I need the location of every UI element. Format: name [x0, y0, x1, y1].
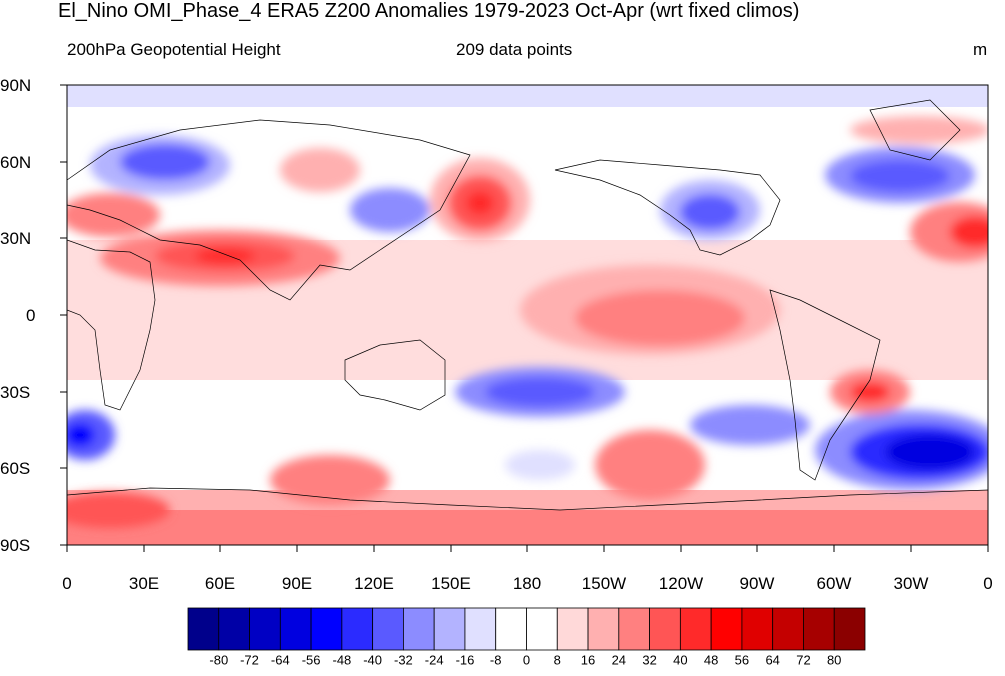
- lon-label-30e: 30E: [128, 574, 160, 593]
- colorbar-swatch: [679, 607, 712, 651]
- colorbar-swatch: [279, 607, 312, 651]
- colorbar-swatch: [249, 607, 281, 651]
- lon-label-120e: 120E: [354, 574, 394, 593]
- subtitle-center: 209 data points: [456, 40, 573, 59]
- figure-title: El_Nino OMI_Phase_4 ERA5 Z200 Anomalies …: [58, 0, 800, 22]
- lat-label-60n: 60N: [0, 153, 32, 172]
- lon-label-90w: 90W: [739, 574, 775, 593]
- colorbar-swatch: [495, 607, 527, 651]
- lon-label-150w: 150W: [581, 574, 627, 593]
- lon-label-0: 0: [62, 574, 72, 593]
- anomaly-field: [67, 85, 988, 545]
- colorbar-swatch: [587, 607, 620, 651]
- lon-label-150e: 150E: [431, 574, 471, 593]
- colorbar-level-label: -32: [393, 652, 413, 668]
- colorbar-level-label: -56: [301, 652, 321, 668]
- colorbar: [187, 607, 866, 651]
- colorbar-level-label: -8: [489, 652, 502, 668]
- colorbar-swatch: [464, 607, 497, 651]
- colorbar-swatch: [218, 607, 250, 651]
- colorbar-level-label: -72: [240, 652, 259, 668]
- colorbar-swatch: [310, 607, 343, 651]
- colorbar-swatch: [372, 607, 404, 651]
- colorbar-level-label: 64: [765, 652, 780, 668]
- lon-ticks: [66, 545, 989, 552]
- colorbar-swatch: [833, 607, 866, 651]
- colorbar-swatch: [433, 607, 466, 651]
- lat-label-eq: 0: [26, 306, 36, 325]
- colorbar-level-label: -64: [270, 652, 290, 668]
- lat-label-90s: 90S: [0, 536, 31, 555]
- colorbar-level-label: -40: [363, 652, 382, 668]
- colorbar-swatch: [710, 607, 743, 651]
- lon-label-60e: 60E: [204, 574, 236, 593]
- colorbar-level-label: 16: [580, 652, 596, 668]
- colorbar-level-label: 8: [553, 652, 561, 668]
- colorbar-level-label: 24: [611, 652, 627, 668]
- colorbar-level-label: -24: [424, 652, 444, 668]
- lon-label-0-east: 0: [983, 574, 993, 593]
- lat-ticks: [60, 84, 67, 546]
- subtitle-left: 200hPa Geopotential Height: [67, 40, 281, 59]
- colorbar-swatch: [403, 607, 435, 651]
- colorbar-level-label: -16: [455, 652, 475, 668]
- colorbar-swatch: [618, 607, 650, 651]
- lon-label-120w: 120W: [658, 574, 704, 593]
- coastlines: [67, 99, 988, 511]
- colorbar-level-label: 48: [703, 652, 719, 668]
- colorbar-swatch: [741, 607, 774, 651]
- colorbar-level-label: -80: [209, 652, 229, 668]
- colorbar-swatch: [341, 607, 374, 651]
- lat-label-30n: 30N: [0, 229, 32, 248]
- lon-label-180: 180: [512, 574, 542, 593]
- colorbar-level-label: 40: [673, 652, 688, 668]
- lat-label-90n: 90N: [0, 76, 32, 95]
- colorbar-level-label: 0: [522, 652, 531, 668]
- colorbar-swatch: [772, 607, 804, 651]
- colorbar-level-label: -48: [332, 652, 352, 668]
- lat-label-60s: 60S: [0, 459, 31, 478]
- colorbar-swatch: [803, 607, 835, 651]
- colorbar-level-label: 32: [642, 652, 657, 668]
- colorbar-level-label: 56: [734, 652, 750, 668]
- colorbar-level-label: 80: [826, 652, 842, 668]
- units-label: m: [973, 40, 988, 59]
- colorbar-swatch: [526, 607, 558, 651]
- lon-label-90e: 90E: [281, 574, 313, 593]
- lon-label-60w: 60W: [816, 574, 852, 593]
- colorbar-level-label: 72: [796, 652, 811, 668]
- colorbar-swatch: [556, 607, 589, 651]
- lat-label-30s: 30S: [0, 383, 31, 402]
- colorbar-swatch: [187, 607, 220, 651]
- lon-label-30w: 30W: [893, 574, 929, 593]
- colorbar-swatch: [649, 607, 681, 651]
